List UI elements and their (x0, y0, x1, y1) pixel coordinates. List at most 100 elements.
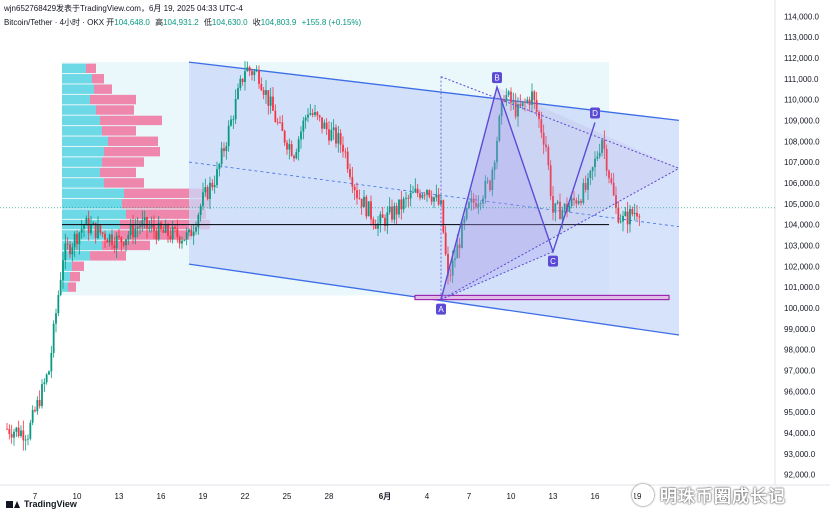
candle-body (398, 199, 400, 215)
candle-body (258, 70, 260, 84)
candle-body (363, 196, 365, 208)
candle-body (353, 186, 356, 191)
candle-body (507, 91, 510, 95)
candle-body (78, 232, 81, 245)
candle-body (213, 185, 216, 188)
candle-body (27, 438, 29, 440)
candle-body (318, 115, 321, 118)
candle-body (129, 224, 132, 235)
candle-body (45, 374, 48, 383)
time-tick-label: 10 (73, 492, 82, 501)
candle-body (80, 228, 83, 233)
pattern-point-label: D (592, 109, 598, 118)
profile-bar-buy (62, 251, 90, 261)
candle-body (216, 169, 218, 186)
candle-body (94, 222, 97, 238)
profile-bar-sell (108, 136, 158, 146)
pattern-point-badge (548, 255, 558, 267)
candle-body (101, 232, 104, 234)
candle-body (465, 208, 468, 219)
candle-body (71, 247, 74, 255)
low-value: 104,630.0 (211, 18, 248, 27)
candle-body (309, 113, 312, 115)
candle-body (248, 67, 251, 72)
candle-body (122, 242, 125, 246)
candle-body (419, 193, 421, 198)
candle-body (365, 196, 368, 217)
candle-body (414, 188, 417, 192)
candle-body (358, 198, 361, 200)
candle-body (342, 144, 344, 152)
price-tick-label: 102,000.0 (784, 262, 820, 271)
candle-body (587, 177, 589, 190)
candle-body (253, 71, 256, 76)
candle-body (24, 439, 27, 441)
candle-body (286, 142, 288, 150)
time-axis: 7 10 13 16 19 22 25 28 6月 4 7 10 13 16 19 (33, 492, 642, 501)
candle-body (346, 151, 349, 170)
candle-body (150, 224, 153, 228)
candle-body (197, 214, 200, 228)
profile-bar-buy (62, 167, 100, 178)
candle-body (209, 182, 211, 200)
candle-body (113, 245, 116, 249)
candle-body (482, 198, 484, 204)
high-value: 104,931.2 (163, 18, 199, 27)
candle-body (456, 244, 459, 259)
candle-body (598, 152, 601, 157)
candle-body (393, 206, 396, 220)
candle-body (524, 101, 526, 103)
candle-body (297, 139, 300, 152)
candle-body (272, 96, 274, 111)
candle-body (15, 427, 18, 432)
candle-body (269, 96, 272, 106)
candle-body (498, 116, 501, 141)
candle-body (386, 212, 389, 226)
tradingview-logo[interactable]: TradingView (6, 499, 77, 509)
pattern-dotted-lower (440, 167, 680, 301)
symbol-name[interactable]: Bitcoin/Tether · 4小时 · OKX (4, 18, 105, 27)
price-tick-label: 109,000.0 (784, 116, 820, 125)
profile-bar-buy (62, 74, 92, 84)
candle-body (510, 91, 512, 103)
candle-body (556, 201, 559, 204)
candle-body (470, 198, 473, 203)
candle-body (139, 226, 141, 228)
candle-body (295, 151, 298, 159)
time-tick-label: 13 (115, 492, 124, 501)
candle-body (323, 122, 326, 129)
candle-body (202, 192, 204, 206)
candle-body (612, 182, 615, 196)
profile-bar-buy (62, 271, 70, 282)
candle-body (619, 221, 622, 223)
candle-body (582, 183, 585, 203)
time-tick-label: 25 (283, 492, 292, 501)
candle-body (316, 112, 319, 116)
candle-body (314, 112, 316, 115)
time-tick-label: 13 (549, 492, 558, 501)
profile-bar-buy (62, 261, 72, 271)
candle-body (512, 100, 515, 103)
candle-body (146, 217, 148, 229)
price-tick-label: 104,000.0 (784, 221, 820, 230)
time-tick-label: 7 (33, 492, 38, 501)
candle-body (615, 195, 617, 208)
close-value: 104,803.9 (260, 18, 297, 27)
candle-body (141, 220, 144, 227)
profile-bar-sell (72, 261, 84, 271)
pattern-point-badge (492, 72, 502, 84)
pattern-point-label: C (550, 257, 556, 266)
candle-body (626, 211, 629, 225)
candle-body (384, 217, 386, 226)
candle-body (181, 240, 183, 244)
candle-body (155, 231, 158, 240)
time-tick-label: 16 (591, 492, 600, 501)
candle-body (454, 258, 456, 260)
candle-body (237, 88, 239, 99)
candle-body (622, 215, 624, 222)
candle-body (225, 146, 228, 152)
price-tick-label: 96,000.0 (784, 387, 816, 396)
candle-body (92, 222, 95, 225)
candle-body (519, 104, 522, 106)
